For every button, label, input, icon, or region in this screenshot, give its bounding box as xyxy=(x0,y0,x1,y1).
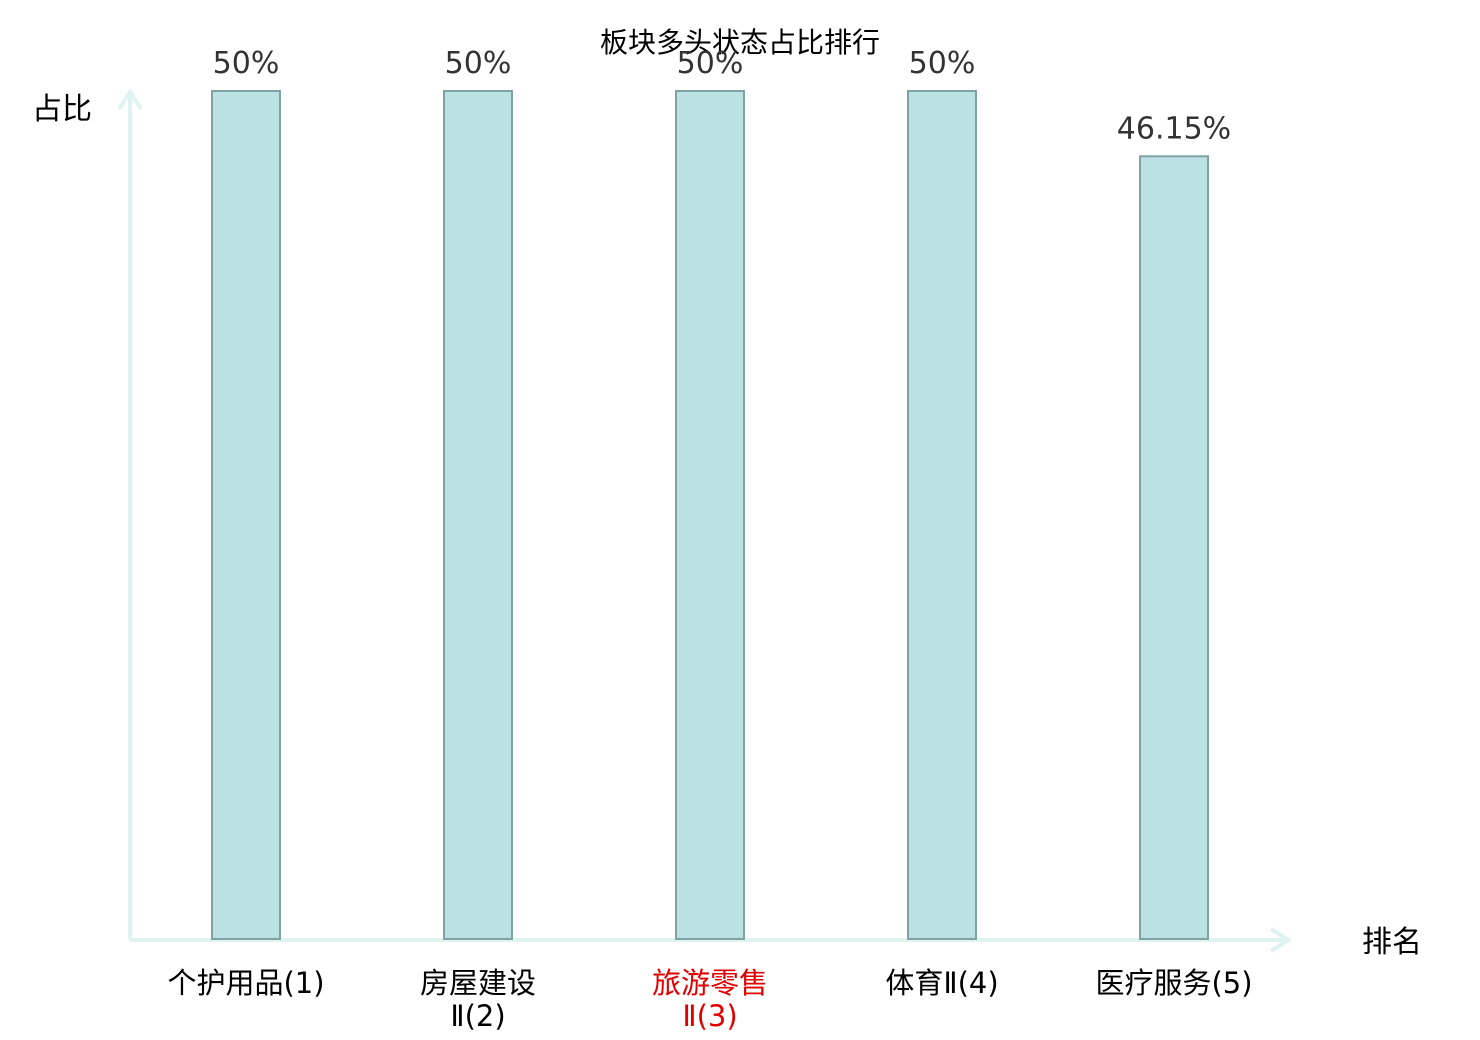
value-labels-group: 50% 50% 50% 50% 46.15% xyxy=(213,46,1232,146)
bar-value-label: 46.15% xyxy=(1117,111,1231,146)
bar xyxy=(1139,155,1209,940)
category-label: Ⅱ(2) xyxy=(450,999,505,1033)
bar-value-label: 50% xyxy=(445,46,512,81)
category-label: 旅游零售 xyxy=(652,966,768,1000)
bar xyxy=(675,90,745,940)
category-label: 体育Ⅱ(4) xyxy=(885,966,998,1000)
x-axis-label: 排名 xyxy=(1362,925,1422,960)
category-label: 房屋建设 xyxy=(420,966,536,1000)
bar xyxy=(907,90,977,940)
y-axis-arrow xyxy=(117,88,143,111)
y-axis-label: 占比 xyxy=(32,92,92,127)
bar-value-label: 50% xyxy=(213,46,280,81)
bar-value-label: 50% xyxy=(677,46,744,81)
category-label: 个护用品(1) xyxy=(167,966,324,1000)
category-label: Ⅱ(3) xyxy=(682,999,737,1033)
category-label: 医疗服务(5) xyxy=(1095,966,1252,1000)
y-axis xyxy=(117,88,143,940)
x-axis-arrow xyxy=(1269,927,1292,953)
bar-value-label: 50% xyxy=(909,46,976,81)
bar xyxy=(211,90,281,940)
bar xyxy=(443,90,513,940)
chart-title: 板块多头状态占比排行 xyxy=(600,26,880,59)
bars-group xyxy=(211,90,1209,940)
